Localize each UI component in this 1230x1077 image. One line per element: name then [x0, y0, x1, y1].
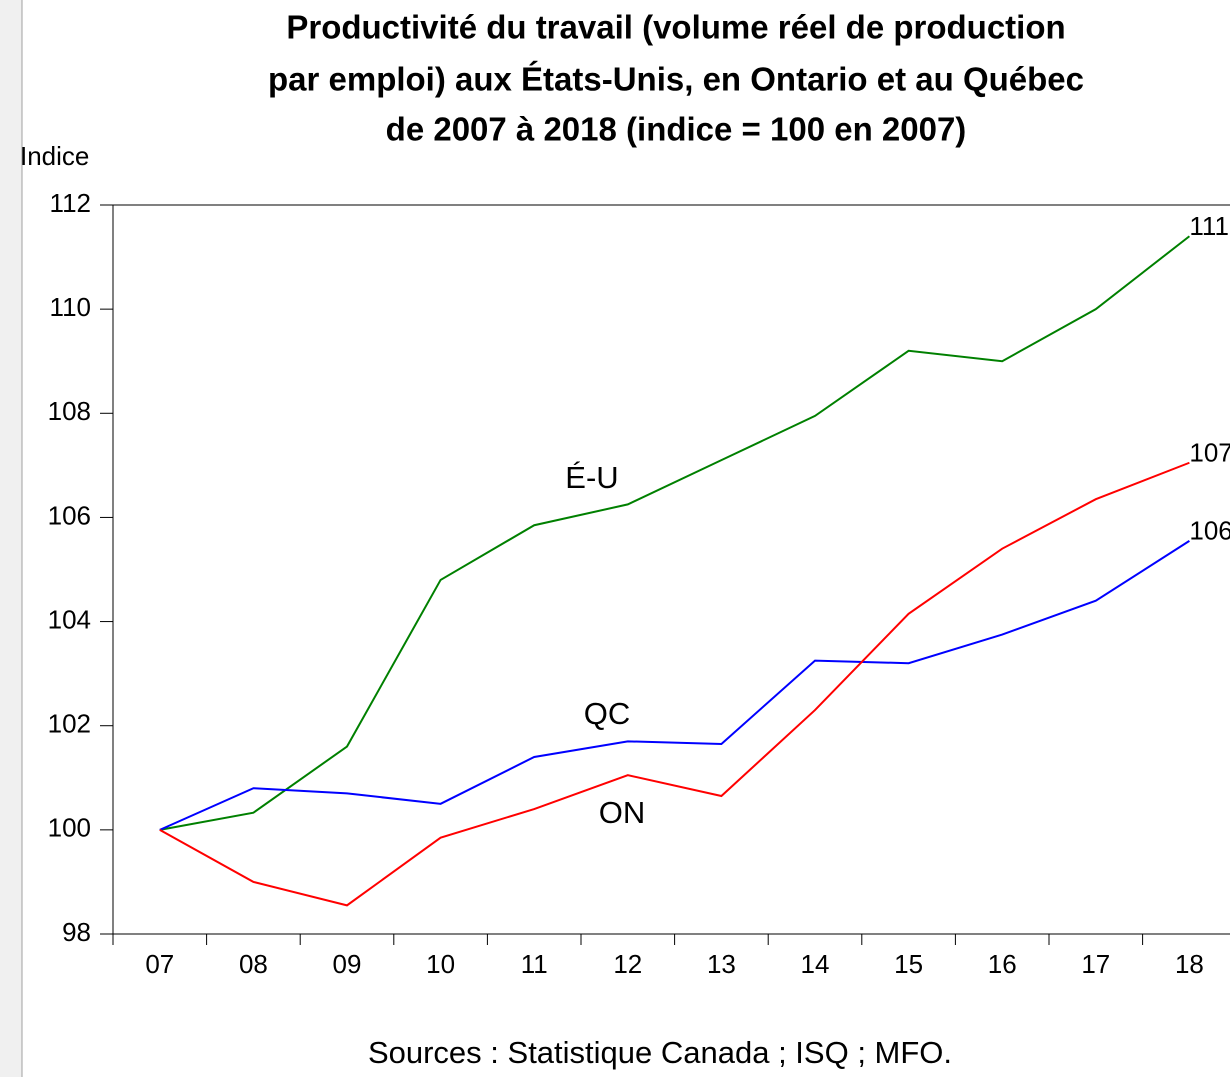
y-axis-label: Indice: [20, 141, 89, 171]
series-line: [159, 235, 1191, 831]
series-label: ON: [599, 795, 646, 830]
series-label: É-U: [565, 460, 618, 495]
y-tick-label: 112: [50, 188, 91, 218]
chart-title: par emploi) aux États-Unis, en Ontario e…: [268, 61, 1084, 98]
x-tick-label: 09: [333, 949, 362, 979]
end-label: 107: [1189, 438, 1230, 468]
x-tick-label: 16: [988, 949, 1017, 979]
source-note: Sources : Statistique Canada ; ISQ ; MFO…: [368, 1035, 952, 1070]
y-tick-label: 104: [48, 604, 91, 634]
y-tick-label: 110: [50, 292, 91, 322]
x-tick-label: 13: [707, 949, 736, 979]
y-tick-label: 106: [48, 500, 91, 530]
y-tick-label: 102: [48, 709, 91, 739]
x-tick-label: 17: [1081, 949, 1110, 979]
x-tick-label: 10: [426, 949, 455, 979]
x-tick-label: 07: [145, 949, 174, 979]
side-strip: [0, 0, 22, 1077]
chart-title: Productivité du travail (volume réel de …: [286, 9, 1065, 46]
series-label: QC: [584, 696, 631, 731]
series-line: [159, 461, 1190, 907]
y-tick-label: 100: [48, 813, 91, 843]
x-tick-label: 15: [894, 949, 923, 979]
x-tick-label: 14: [801, 949, 830, 979]
x-tick-label: 11: [521, 949, 548, 979]
end-label: 106: [1189, 516, 1230, 546]
x-tick-label: 18: [1175, 949, 1204, 979]
x-tick-label: 08: [239, 949, 268, 979]
chart-title: de 2007 à 2018 (indice = 100 en 2007): [386, 111, 967, 148]
end-label: 111: [1189, 211, 1229, 241]
series-line: [159, 540, 1190, 831]
x-tick-label: 12: [613, 949, 642, 979]
y-tick-label: 98: [62, 917, 91, 947]
y-tick-label: 108: [48, 396, 91, 426]
